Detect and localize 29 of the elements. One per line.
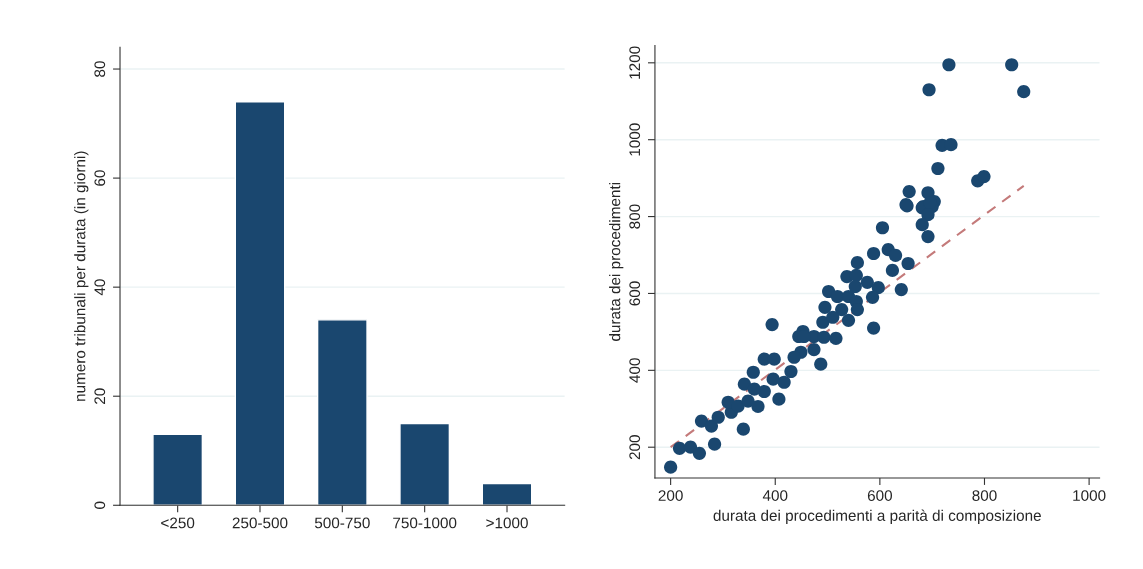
x-tick-label: 600	[867, 490, 893, 501]
x-tick-label: 1000	[1073, 490, 1106, 501]
x-tick-label: 250-500	[232, 517, 288, 529]
y-tick-label: 1000	[629, 123, 641, 156]
bar	[234, 101, 286, 506]
bar	[152, 433, 204, 506]
x-tick-label: 400	[762, 490, 788, 501]
y-tick-label: 400	[629, 358, 641, 383]
x-tick-label: 500-750	[314, 517, 370, 529]
y-tick-label: 600	[629, 281, 641, 306]
x-tick-label: 800	[972, 490, 997, 501]
y-axis-title: numero tribunali per durata (in giorni)	[74, 151, 89, 401]
y-tick-label: 20	[94, 388, 106, 404]
x-axis-title: durata dei procedimenti a parità di composizione	[713, 509, 1041, 524]
x-tick-label: >1000	[486, 517, 528, 529]
bar	[481, 482, 533, 506]
y-tick-label: 60	[94, 170, 106, 186]
y-tick-label: 800	[629, 204, 641, 229]
y-axis-title: durata dei procedimenti	[609, 182, 624, 341]
x-tick-label: 750-1000	[393, 517, 457, 529]
y-tick-label: 40	[94, 279, 106, 296]
y-tick-label: 80	[94, 61, 106, 77]
bar	[316, 319, 368, 506]
y-tick-label: 1200	[629, 46, 641, 79]
bar	[399, 422, 451, 506]
y-tick-label: 200	[629, 435, 641, 460]
x-tick-label: <250	[161, 517, 195, 529]
y-tick-label: 0	[94, 501, 106, 509]
x-tick-label: 200	[658, 490, 683, 501]
